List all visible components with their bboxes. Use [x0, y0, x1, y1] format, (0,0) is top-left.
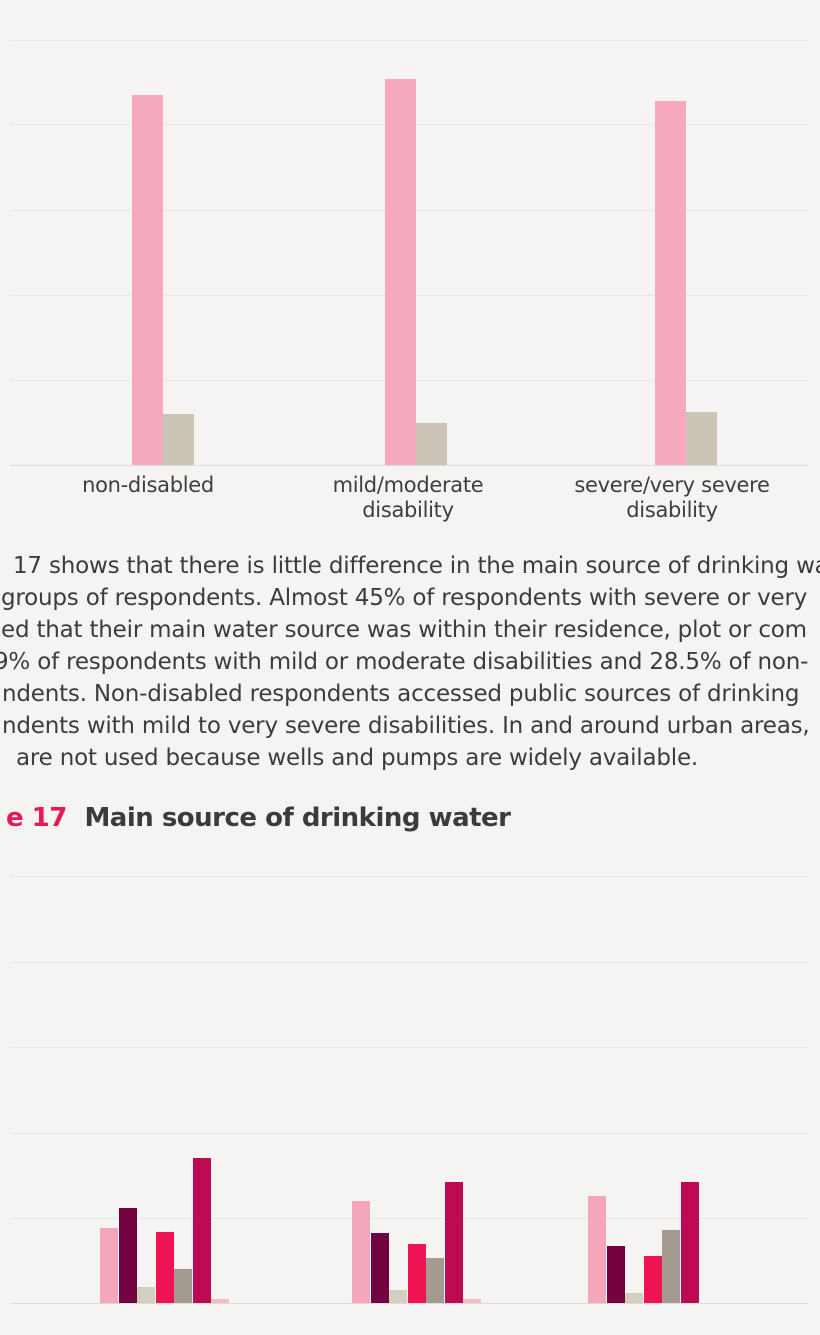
figure-17-bar-crimson-group3 [643, 1256, 662, 1303]
figure-17-bar-dark-magenta-group3 [680, 1182, 699, 1303]
category-label-severe-very-severe-disability: severe/very severe disability [574, 473, 770, 522]
figure-17-bar-dark-maroon-group2 [370, 1233, 389, 1303]
figure-16-bar-warm-gray-group1 [163, 414, 194, 465]
figure-17-gridline [10, 962, 808, 963]
category-label-mild-moderate-disability: mild/moderate disability [332, 473, 484, 522]
figure-17-bar-pale-pink-group2 [463, 1299, 481, 1303]
figure-17-bar-taupe-group3 [662, 1230, 680, 1303]
figure-17-bar-taupe-group2 [426, 1258, 444, 1303]
paragraph-line: 17 shows that there is little difference… [13, 553, 820, 579]
figure-17-gridline [10, 1047, 808, 1048]
figure-17-bar-dark-magenta-group1 [192, 1158, 211, 1303]
figure-17-bar-taupe-group1 [174, 1269, 192, 1303]
figure-17-caption: e 17 Main source of drinking water [6, 801, 511, 835]
figure-16-bar-light-pink-group2 [385, 79, 416, 465]
figure-17-bar-light-beige-group1 [137, 1287, 155, 1303]
paragraph-line: 9% of respondents with mild or moderate … [0, 649, 809, 675]
figure-16-bar-light-pink-group3 [655, 101, 686, 465]
paragraph-line: groups of respondents. Almost 45% of res… [1, 585, 808, 611]
figure-16-baseline [10, 465, 808, 466]
figure-17-gridline [10, 1133, 808, 1134]
figure-17-bar-light-pink-group1 [100, 1228, 118, 1303]
category-label-non-disabled: non-disabled [82, 473, 214, 497]
figure-16-bar-warm-gray-group3 [686, 412, 717, 465]
figure-17-gridline [10, 1218, 808, 1219]
figure-title: Main source of drinking water [84, 803, 511, 833]
figure-number: e 17 [6, 803, 67, 833]
figure-17-bar-crimson-group2 [407, 1244, 426, 1303]
figure-17-baseline [10, 1303, 808, 1304]
paragraph-line: ed that their main water source was with… [1, 617, 807, 643]
figure-16-gridline [10, 40, 808, 41]
figure-16-bar-light-pink-group1 [132, 95, 163, 465]
figure-17-gridline [10, 876, 808, 877]
figure-17-bar-dark-magenta-group2 [444, 1182, 463, 1303]
figure-17-bar-pale-pink-group1 [211, 1299, 229, 1303]
figure-16-bar-warm-gray-group2 [416, 423, 447, 465]
figure-17-bar-crimson-group1 [155, 1232, 174, 1303]
figure-17-bar-light-beige-group2 [389, 1290, 407, 1303]
figure-17-bar-light-pink-group3 [588, 1196, 606, 1303]
figure-17-bar-light-pink-group2 [352, 1201, 370, 1303]
figure-17-bar-dark-maroon-group1 [118, 1208, 137, 1303]
figure-17-bar-light-beige-group3 [625, 1293, 643, 1303]
figure-17-bar-dark-maroon-group3 [606, 1246, 625, 1303]
paragraph-line: are not used because wells and pumps are… [16, 745, 699, 771]
paragraph-line: ndents. Non-disabled respondents accesse… [2, 681, 800, 707]
paragraph-line: ndents with mild to very severe disabili… [2, 713, 810, 739]
